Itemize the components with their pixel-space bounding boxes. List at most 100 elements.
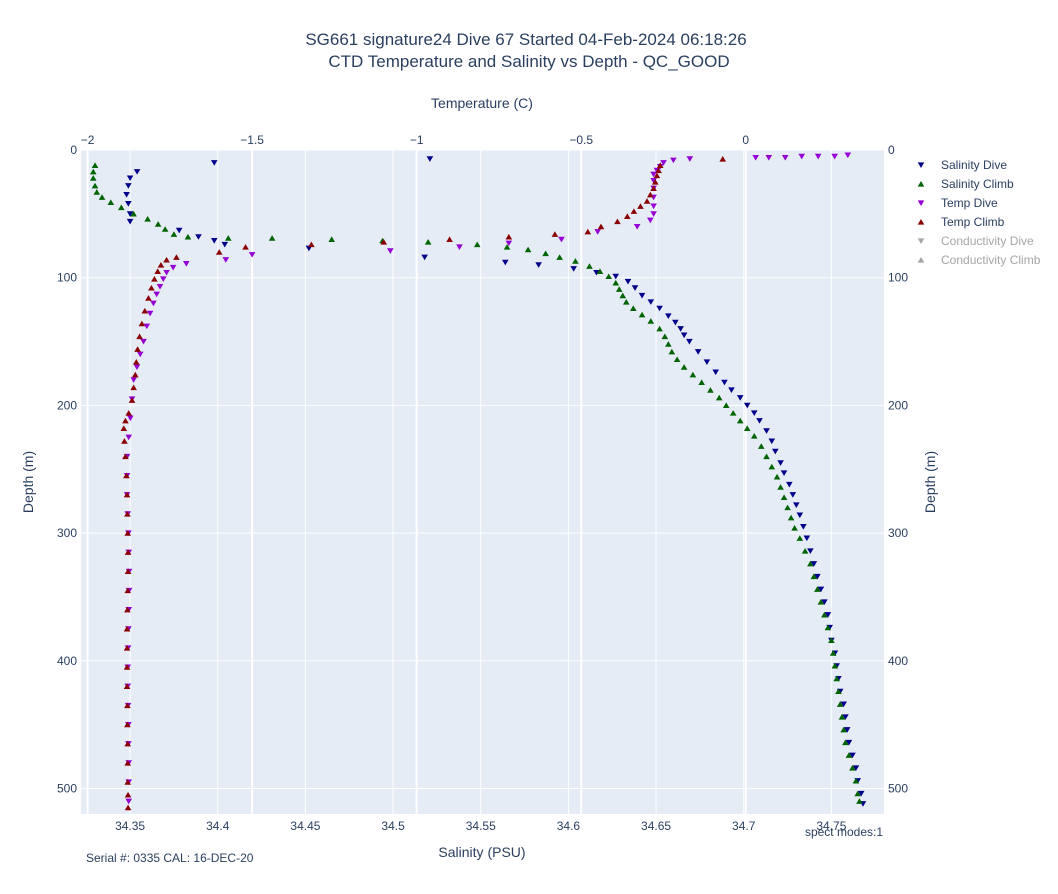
temp-dive-point <box>222 257 230 263</box>
salinity-climb-point <box>170 231 178 237</box>
x-bottom-tick-label: 34.7 <box>732 819 756 833</box>
salinity-climb-point <box>842 739 849 746</box>
salinity-climb-point <box>268 235 276 241</box>
salinity-dive-point <box>123 192 130 198</box>
temp-climb-point <box>124 721 131 728</box>
temp-climb-point <box>124 510 131 517</box>
temp-climb-point <box>647 191 654 198</box>
temp-climb-point <box>124 791 132 798</box>
data-markers <box>89 152 867 811</box>
salinity-dive-point <box>680 332 688 339</box>
salinity-dive-point <box>840 701 847 708</box>
salinity-dive-point <box>126 218 134 225</box>
temp-dive-point <box>686 156 694 162</box>
salinity-dive-point <box>845 739 853 746</box>
y-left-tick-label: 0 <box>70 143 77 157</box>
temp-dive-point <box>831 153 838 160</box>
temp-dive-point <box>153 291 160 298</box>
salinity-climb-point <box>796 535 804 541</box>
temp-dive-point <box>140 338 147 345</box>
salinity-dive-point <box>796 512 804 519</box>
salinity-climb-point <box>542 250 549 257</box>
temp-climb-point <box>650 185 657 191</box>
temp-climb-point <box>120 425 128 432</box>
x-bottom-tick-label: 34.55 <box>466 819 496 833</box>
x-bottom-tick-label: 34.45 <box>290 819 320 833</box>
salinity-dive-point <box>712 369 719 376</box>
salinity-climb-point <box>814 586 821 592</box>
legend-item-temp-dive[interactable]: Temp Dive <box>917 196 998 210</box>
salinity-dive-point <box>125 183 132 189</box>
salinity-climb-point <box>698 379 705 386</box>
salinity-dive-point <box>810 561 818 567</box>
temp-climb-point <box>123 491 131 498</box>
legend-item-temp-climb[interactable]: Temp Climb <box>917 215 1005 229</box>
temp-climb-point <box>132 358 140 365</box>
temp-climb-point <box>719 155 727 162</box>
salinity-climb-point <box>829 650 837 656</box>
legend-item-salinity-dive[interactable]: Salinity Dive <box>917 158 1008 172</box>
temp-climb-point <box>656 162 664 168</box>
temp-dive-point <box>781 155 789 161</box>
temp-climb-point <box>128 397 136 403</box>
temp-dive-point <box>248 252 256 258</box>
temp-climb-point <box>124 587 132 594</box>
temp-climb-point <box>124 606 131 613</box>
temp-climb-point <box>138 320 146 327</box>
legend[interactable]: Salinity Dive Salinity Climb Temp Dive Temp… <box>917 158 1041 267</box>
legend-item-conductivity-dive[interactable]: Conductivity Dive <box>917 234 1034 248</box>
temp-dive-point <box>146 310 154 317</box>
temp-climb-point <box>134 346 141 352</box>
legend-item-conductivity-climb[interactable]: Conductivity Climb <box>917 253 1041 267</box>
salinity-climb-point <box>656 325 663 332</box>
temp-climb-point <box>130 384 137 391</box>
legend-label: Conductivity Dive <box>941 234 1034 248</box>
salinity-climb-point <box>845 752 853 758</box>
x-bottom-tick-label: 34.5 <box>381 819 405 833</box>
chart-title: SG661 signature24 Dive 67 Started 04-Feb… <box>305 30 746 49</box>
salinity-climb-point <box>852 777 860 784</box>
x-top-tick-label: −1.5 <box>240 133 264 147</box>
temp-dive-point <box>798 153 806 160</box>
temp-dive-point <box>125 434 133 441</box>
salinity-climb-point <box>661 333 669 340</box>
temp-dive-point <box>670 157 677 164</box>
salinity-climb-point <box>524 246 532 253</box>
temp-dive-point <box>660 160 667 166</box>
temp-climb-point <box>584 228 592 235</box>
legend-item-salinity-climb[interactable]: Salinity Climb <box>917 177 1014 191</box>
salinity-dive-point <box>647 299 655 305</box>
temp-climb-point <box>308 241 315 248</box>
salinity-dive-point <box>535 262 542 268</box>
salinity-climb-point <box>780 494 788 500</box>
temp-dive-point <box>163 269 170 276</box>
serial-annotation: Serial #: 0335 CAL: 16-DEC-20 <box>86 851 254 865</box>
y-left-tick-label: 300 <box>57 526 77 540</box>
salinity-dive-point <box>793 502 800 508</box>
salinity-climb-point <box>777 484 784 490</box>
temp-climb-point <box>136 333 143 340</box>
temp-climb-point <box>151 275 158 282</box>
salinity-dive-point <box>570 266 577 272</box>
temp-climb-point <box>122 453 129 460</box>
temp-climb-point <box>124 702 131 709</box>
temp-dive-point <box>647 217 654 224</box>
salinity-climb-point <box>736 417 744 424</box>
plot-background <box>81 150 884 814</box>
temp-climb-point <box>637 203 644 209</box>
y-right-tick-label: 100 <box>888 271 908 285</box>
salinity-climb-point <box>810 573 818 580</box>
salinity-climb-point <box>118 204 125 211</box>
temp-climb-point <box>124 740 132 747</box>
salinity-climb-point <box>750 433 758 439</box>
x-top-axis-title: Temperature (C) <box>431 95 533 111</box>
salinity-dive-point <box>126 211 134 217</box>
temp-climb-point <box>148 284 155 291</box>
temp-dive-point <box>136 351 144 358</box>
temp-dive-point <box>558 236 565 243</box>
salinity-climb-point <box>833 675 840 682</box>
salinity-dive-point <box>786 481 793 488</box>
temp-dive-point <box>594 229 601 235</box>
salinity-dive-point <box>789 492 797 498</box>
